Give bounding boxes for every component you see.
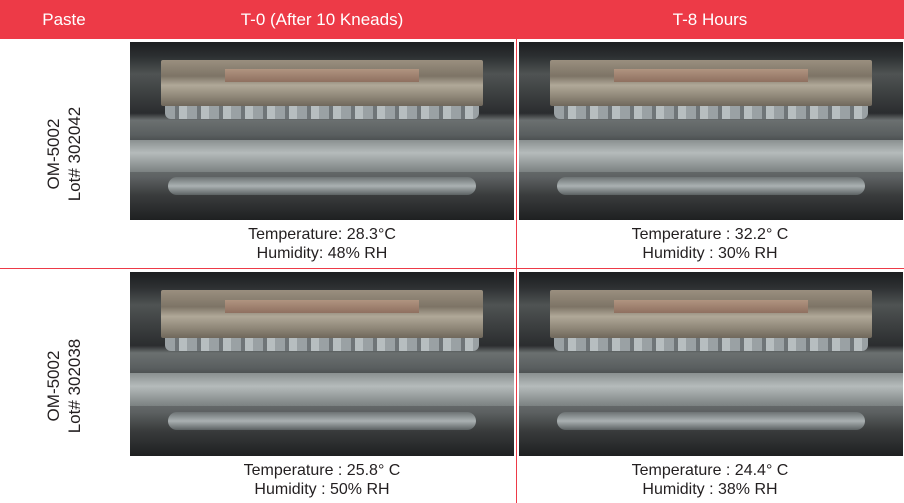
paste-name: OM-5002 xyxy=(44,350,63,422)
lot-number: Lot# 302042 xyxy=(65,106,84,202)
column-divider xyxy=(516,39,517,503)
caption-t0: Temperature: 28.3°C Humidity: 48% RH xyxy=(128,225,516,263)
table-row: OM-5002 Lot# 302038 Temperature : 25.8° … xyxy=(0,269,904,503)
photo-t0 xyxy=(130,272,514,456)
temperature-text: Temperature : 25.8° C xyxy=(243,462,401,479)
caption-t0: Temperature : 25.8° C Humidity : 50% RH xyxy=(128,461,516,499)
photo-t8 xyxy=(519,272,903,456)
humidity-text: Humidity : 30% RH xyxy=(642,245,778,262)
photo-t0 xyxy=(130,42,514,220)
header-t8: T-8 Hours xyxy=(672,10,748,29)
caption-t8: Temperature : 32.2° C Humidity : 30% RH xyxy=(516,225,904,263)
table-header: Paste T-0 (After 10 Kneads) T-8 Hours xyxy=(0,0,904,39)
header-t0: T-0 (After 10 Kneads) xyxy=(240,10,404,29)
lot-label: OM-5002 Lot# 302042 xyxy=(0,39,128,269)
table-row: OM-5002 Lot# 302042 Temperature: 28.3°C … xyxy=(0,39,904,269)
humidity-text: Humidity: 48% RH xyxy=(256,245,388,262)
humidity-text: Humidity : 38% RH xyxy=(642,481,778,498)
lot-number: Lot# 302038 xyxy=(65,338,84,434)
header-paste: Paste xyxy=(42,10,86,29)
temperature-text: Temperature: 28.3°C xyxy=(248,226,396,243)
photo-t8 xyxy=(519,42,903,220)
humidity-text: Humidity : 50% RH xyxy=(254,481,390,498)
row-divider xyxy=(0,268,904,269)
caption-t8: Temperature : 24.4° C Humidity : 38% RH xyxy=(516,461,904,499)
temperature-text: Temperature : 24.4° C xyxy=(631,462,789,479)
lot-label: OM-5002 Lot# 302038 xyxy=(0,269,128,503)
temperature-text: Temperature : 32.2° C xyxy=(631,226,789,243)
paste-name: OM-5002 xyxy=(44,118,63,190)
